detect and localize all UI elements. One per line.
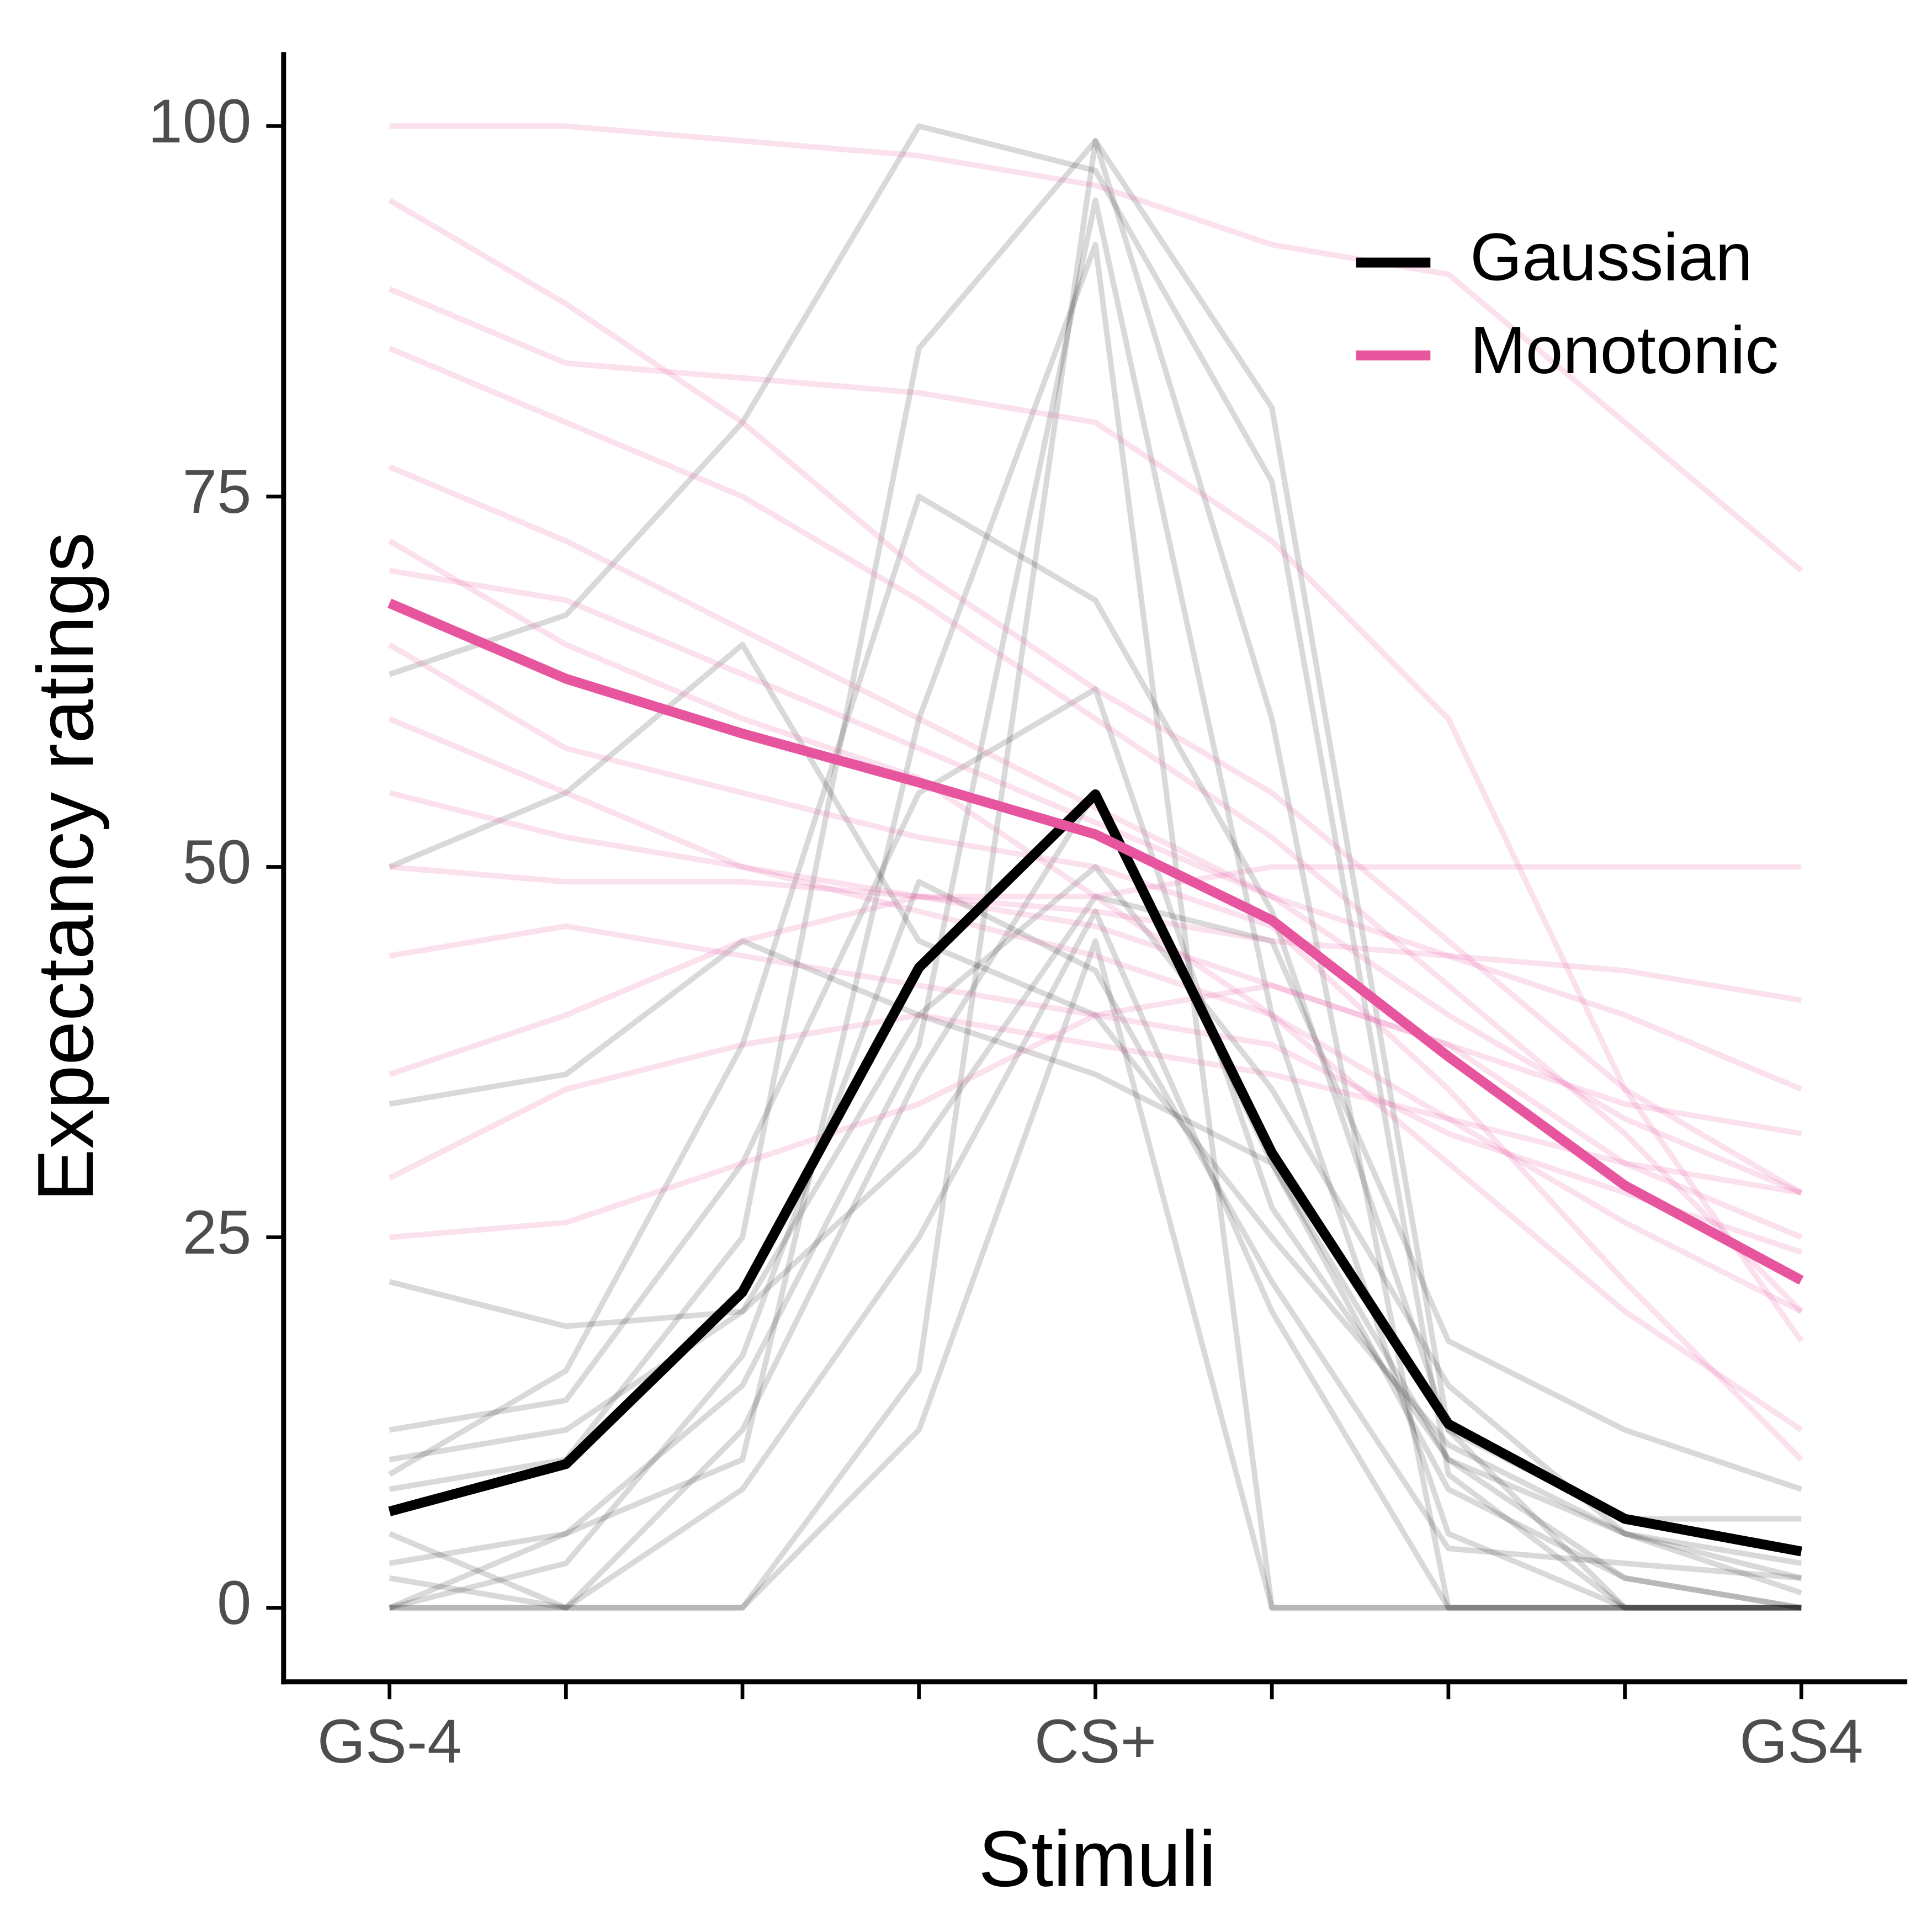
x-tick-label: GS4 [1739, 1706, 1863, 1776]
x-tick-label: GS-4 [317, 1706, 462, 1776]
legend-label: Gaussian [1470, 220, 1753, 295]
individual-line [389, 790, 1802, 1137]
y-tick-label: 100 [148, 86, 251, 156]
individual-line [388, 197, 1802, 1611]
individual-line [388, 493, 1802, 1522]
individual-line [389, 567, 1803, 1092]
individual-line [388, 538, 1803, 1432]
individual-line [389, 686, 1802, 1567]
y-tick-label: 0 [217, 1568, 251, 1637]
individual-line [389, 894, 1802, 1078]
individual-line [388, 908, 1802, 1611]
individual-line [388, 198, 1803, 1196]
individual-line [388, 642, 1803, 1462]
y-tick-label: 50 [183, 827, 252, 896]
x-tick-label: CS+ [1034, 1706, 1156, 1776]
individual-line [389, 938, 1802, 1611]
y-axis-title: Expectancy ratings [22, 532, 110, 1202]
individual-line [389, 242, 1802, 1611]
mean-line [388, 789, 1802, 1557]
legend-label: Monotonic [1470, 312, 1779, 388]
individual-line [389, 123, 1802, 1611]
individual-line [389, 879, 1802, 1611]
individual-line [389, 983, 1803, 1240]
individual-line [388, 286, 1804, 1343]
mean-line [388, 598, 1804, 1285]
x-axis-title: Stimuli [978, 1815, 1216, 1903]
individual-line [389, 123, 1803, 573]
individual-line [389, 864, 1802, 900]
individual-line [388, 716, 1803, 1314]
individual-line [389, 138, 1802, 1611]
individual-line [389, 138, 1802, 1611]
y-tick-label: 25 [183, 1197, 252, 1267]
individual-line [389, 894, 1802, 1492]
individual-line [388, 346, 1803, 1314]
individual-line [389, 923, 1802, 1255]
individual-line [388, 641, 1802, 1596]
individual-line [389, 938, 1802, 1611]
y-tick-label: 75 [183, 457, 252, 526]
individual-line [388, 464, 1803, 1196]
